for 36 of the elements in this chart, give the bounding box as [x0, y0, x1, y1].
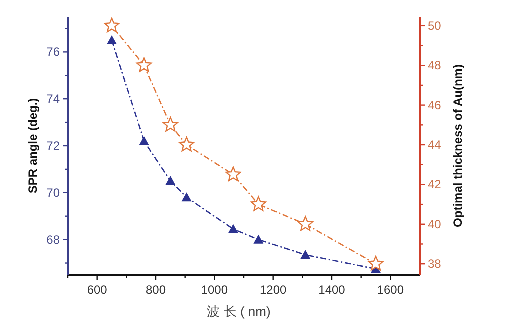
x-tick-label: 1000 [201, 283, 228, 297]
y-tick-label: 76 [46, 45, 60, 60]
x-tick-label: 800 [146, 283, 166, 297]
x-tick-label: 1200 [260, 283, 288, 297]
point [250, 196, 266, 212]
point [254, 234, 264, 244]
point [104, 18, 120, 33]
point [179, 136, 195, 152]
y2-tick-label: 48 [428, 58, 442, 73]
point [368, 256, 384, 271]
point [136, 58, 152, 72]
y2-axis-title: Optimal thickness of Au(nm) [451, 64, 465, 228]
y2-tick-label: 50 [428, 18, 442, 33]
x-axis-title: 波 长 ( nm) [207, 304, 271, 319]
y-tick-label: 74 [46, 92, 60, 106]
point [107, 35, 117, 44]
point [226, 166, 242, 182]
y2-tick-label: 46 [428, 98, 442, 112]
y-tick-label: 68 [46, 232, 60, 247]
point [298, 216, 314, 232]
y-tick-label: 72 [46, 139, 60, 153]
point [139, 136, 150, 146]
point [162, 117, 178, 132]
x-tick-label: 1400 [318, 283, 346, 297]
y-tick-label: 70 [46, 186, 60, 200]
y2-tick-label: 38 [428, 257, 442, 272]
y2-tick-label: 40 [428, 217, 442, 232]
point [166, 176, 176, 186]
point [228, 224, 238, 234]
x-tick-label: 600 [87, 283, 108, 297]
y-axis-title: SPR angle (deg.) [26, 98, 40, 194]
point [300, 250, 311, 260]
point [182, 192, 192, 202]
y2-tick-label: 42 [428, 178, 442, 192]
y2-tick-label: 44 [428, 138, 442, 152]
x-tick-label: 1600 [377, 283, 404, 297]
